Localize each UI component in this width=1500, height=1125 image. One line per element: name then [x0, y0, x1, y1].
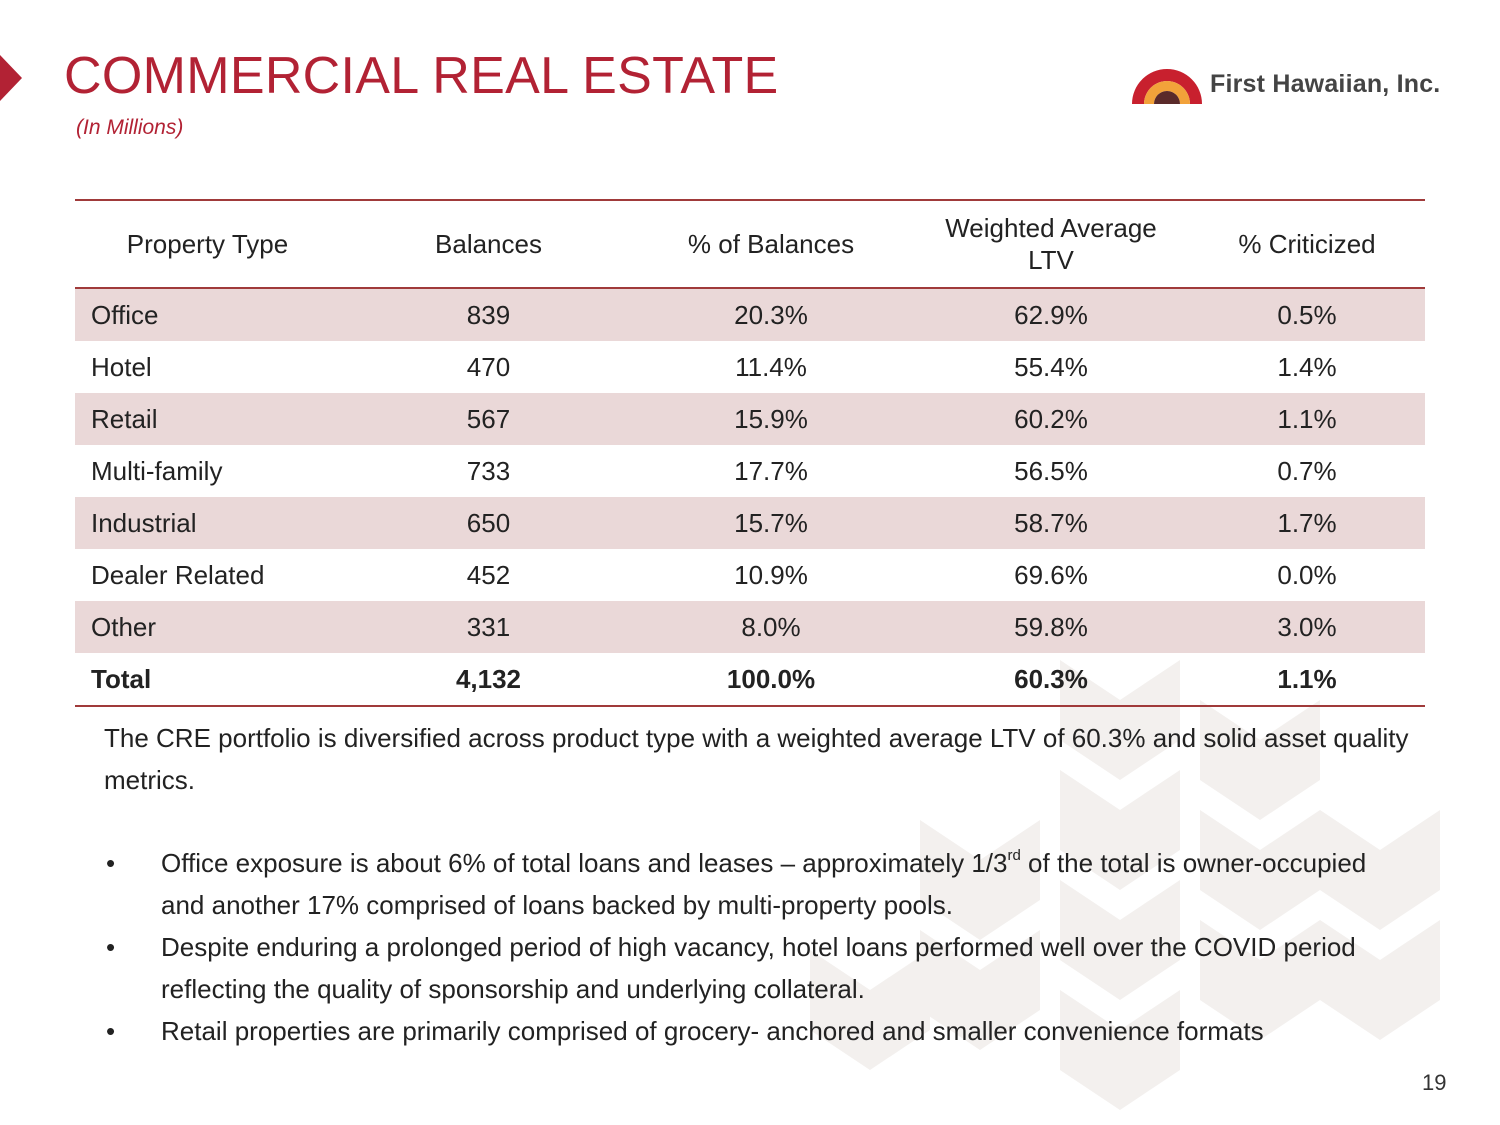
cell-pct-balance: 20.3%: [629, 288, 913, 341]
col-header-pct-balances: % of Balances: [629, 199, 913, 289]
table-row: Industrial 650 15.7% 58.7% 1.7%: [75, 497, 1425, 549]
rainbow-logo-icon: [1132, 69, 1202, 104]
table-row: Multi-family 733 17.7% 56.5% 0.7%: [75, 445, 1425, 497]
cell-ltv: 55.4%: [1014, 351, 1088, 382]
bullet-office-superscript: rd: [1007, 847, 1021, 864]
cell-property-type: Hotel: [91, 351, 152, 382]
background-chevron-pattern: [810, 660, 1440, 1110]
cell-pct-balance: 15.7%: [629, 497, 913, 549]
title-marker-icon: [0, 55, 22, 101]
cell-ltv: 60.2%: [913, 393, 1189, 445]
bullet-office-text-end: of the total is owner-occupied and anoth…: [161, 848, 1367, 920]
cell-balance: 567: [348, 393, 629, 445]
bullet-hotel-text: Despite enduring a prolonged period of h…: [161, 932, 1356, 1004]
page-number: 19: [1422, 1070, 1447, 1095]
table-row: Retail 567 15.9% 60.2% 1.1%: [75, 393, 1425, 445]
table-row: Hotel 470 11.4% 55.4% 1.4%: [75, 341, 1425, 393]
cell-pct-balance: 17.7%: [734, 455, 808, 486]
cell-balance: 839: [348, 288, 629, 341]
cell-balance: 331: [348, 601, 629, 653]
total-balance: 4,132: [348, 653, 629, 707]
bullet-marker: •: [106, 848, 116, 878]
table-row: Other 331 8.0% 59.8% 3.0%: [75, 601, 1425, 653]
cell-ltv: 56.5%: [1014, 455, 1088, 486]
cell-pct-criticized: 1.4%: [1277, 351, 1337, 382]
total-pct-balance: 100.0%: [629, 653, 913, 707]
col-header-weighted-ltv: Weighted Average LTV: [913, 199, 1189, 289]
cell-property-type: Other: [75, 601, 348, 653]
cell-pct-criticized: 1.7%: [1189, 497, 1425, 549]
cell-pct-criticized: 1.1%: [1189, 393, 1425, 445]
col-header-property-type: Property Type: [75, 199, 348, 289]
page-subtitle: (In Millions): [76, 116, 184, 139]
total-pct-criticized: 1.1%: [1189, 653, 1425, 707]
bullet-office-text: Office exposure is about 6% of total loa…: [161, 848, 1008, 878]
cell-pct-balance: 10.9%: [734, 559, 808, 590]
cell-property-type: Multi-family: [91, 455, 223, 486]
bullet-office: • Office exposure is about 6% of total lo…: [104, 842, 1414, 926]
bullet-retail: • Retail properties are primarily compris…: [104, 1010, 1414, 1052]
col-header-balances: Balances: [348, 199, 629, 289]
bullet-list: • Office exposure is about 6% of total lo…: [104, 842, 1414, 1052]
cell-property-type: Dealer Related: [91, 559, 265, 590]
page-title: COMMERCIAL REAL ESTATE: [64, 47, 779, 105]
bullet-marker: •: [106, 932, 116, 962]
cell-ltv: 69.6%: [1014, 559, 1088, 590]
bullet-retail-text: Retail properties are primarily comprise…: [161, 1016, 1264, 1046]
cell-balance: 470: [466, 351, 511, 382]
cell-pct-balance: 11.4%: [735, 351, 807, 382]
table-row: Dealer Related 452 10.9% 69.6% 0.0%: [75, 549, 1425, 601]
bullet-marker: •: [106, 1016, 116, 1046]
table-total-row: Total 4,132 100.0% 60.3% 1.1%: [75, 653, 1425, 707]
bullet-hotel: • Despite enduring a prolonged period of …: [104, 926, 1414, 1010]
cell-balance: 733: [466, 455, 511, 486]
total-ltv: 60.3%: [913, 653, 1189, 707]
cell-property-type: Industrial: [75, 497, 348, 549]
cell-ltv: 58.7%: [913, 497, 1189, 549]
cre-table: Property Type Balances % of Balances Wei…: [75, 199, 1425, 707]
cell-pct-balance: 8.0%: [629, 601, 913, 653]
logo-text: First Hawaiian, Inc.: [1210, 69, 1441, 98]
cell-pct-balance: 15.9%: [629, 393, 913, 445]
cell-ltv: 62.9%: [913, 288, 1189, 341]
cell-property-type: Office: [75, 288, 348, 341]
cell-balance: 452: [466, 559, 511, 590]
total-label: Total: [75, 653, 348, 707]
table-header-row: Property Type Balances % of Balances Wei…: [75, 199, 1425, 289]
cell-balance: 650: [348, 497, 629, 549]
cell-pct-criticized: 0.7%: [1277, 455, 1337, 486]
summary-paragraph: The CRE portfolio is diversified across …: [104, 723, 1409, 795]
cell-ltv: 59.8%: [913, 601, 1189, 653]
company-logo: First Hawaiian, Inc.: [1130, 62, 1440, 106]
weighted-ltv-header-text: Weighted Average LTV: [945, 212, 1157, 276]
cell-property-type: Retail: [75, 393, 348, 445]
cell-pct-criticized: 0.5%: [1189, 288, 1425, 341]
col-header-pct-criticized: % Criticized: [1189, 199, 1425, 289]
cell-pct-criticized: 3.0%: [1189, 601, 1425, 653]
table-row: Office 839 20.3% 62.9% 0.5%: [75, 288, 1425, 341]
cell-pct-criticized: 0.0%: [1277, 559, 1337, 590]
